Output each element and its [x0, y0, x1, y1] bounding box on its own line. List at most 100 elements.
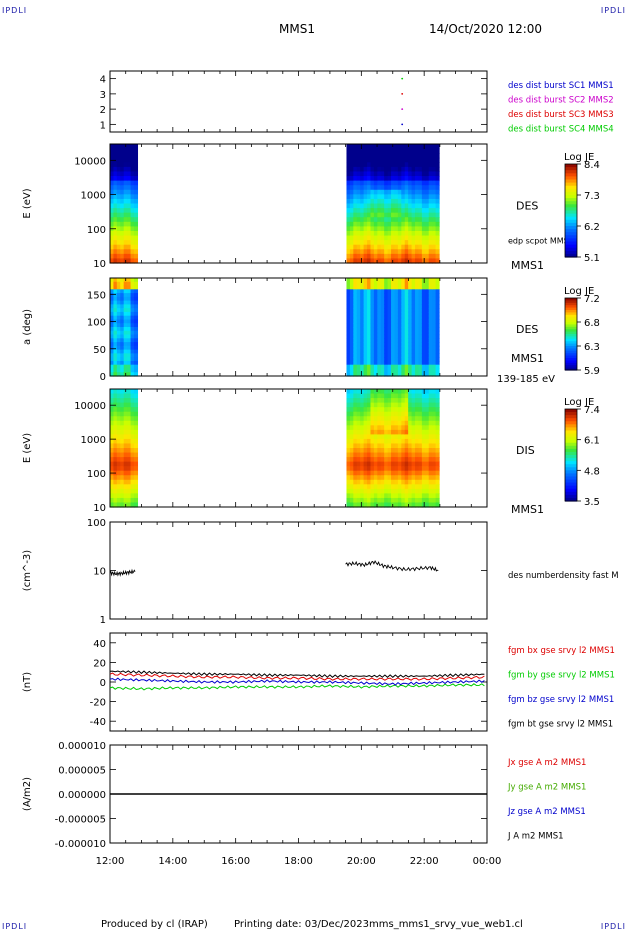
spectrogram-cell: [391, 162, 396, 168]
spectrogram-cell: [349, 330, 354, 336]
spectrogram-cell: [363, 293, 368, 298]
spectrogram-cell: [391, 407, 396, 413]
spectrogram-cell: [401, 488, 406, 494]
spectrogram-cell: [130, 452, 135, 458]
spectrogram-cell: [370, 198, 375, 205]
colorbar-cell: [565, 312, 577, 316]
spectrogram-cell: [130, 448, 135, 454]
spectrogram-cell: [116, 249, 121, 255]
spectrogram-cell: [360, 289, 365, 294]
spectrogram-cell: [120, 368, 125, 373]
spectrogram-cell: [387, 479, 392, 485]
spectrogram-cell: [435, 338, 440, 343]
spectrogram-cell: [377, 479, 382, 485]
spectrogram-cell: [408, 368, 413, 373]
spectrogram-cell: [418, 203, 423, 209]
spectrogram-cell: [397, 497, 402, 504]
spectrogram-cell: [408, 425, 413, 431]
spectrogram-cell: [367, 334, 372, 339]
spectrogram-cell: [435, 502, 440, 508]
spectrogram-cell: [353, 304, 358, 309]
spectrogram-cell: [133, 420, 139, 426]
spectrogram-cell: [377, 334, 382, 339]
spectrogram-cell: [377, 278, 382, 283]
spectrogram-cell: [432, 203, 437, 209]
spectrogram-cell: [360, 296, 365, 302]
spectrogram-cell: [356, 448, 361, 454]
spectrogram-cell: [384, 443, 389, 449]
spectrogram-cell: [387, 475, 392, 481]
spectrogram-cell: [370, 330, 375, 336]
spectrogram-cell: [415, 296, 420, 302]
spectrogram-cell: [397, 502, 402, 508]
spectrogram-cell: [353, 372, 358, 377]
spectrogram-cell: [380, 342, 385, 347]
des-pitch-y-tick-label: 150: [87, 290, 106, 301]
colorbar-cell: [565, 445, 577, 450]
spectrogram-cell: [384, 304, 389, 309]
spectrogram-cell: [349, 443, 354, 449]
spectrogram-cell: [123, 153, 128, 159]
spectrogram-cell: [401, 357, 406, 362]
spectrogram-cell: [432, 217, 437, 223]
spectrogram-cell: [397, 258, 402, 264]
spectrogram-cell: [113, 198, 118, 205]
spectrogram-cell: [415, 479, 420, 485]
spectrogram-cell: [387, 293, 392, 298]
spectrogram-cell: [411, 148, 416, 154]
spectrogram-cell: [127, 323, 132, 328]
colorbar-cell: [565, 461, 577, 465]
spectrogram-cell: [123, 308, 128, 313]
spectrogram-cell: [397, 353, 402, 358]
spectrogram-cell: [367, 327, 372, 332]
spectrogram-cell: [421, 304, 426, 309]
spectrogram-cell: [425, 470, 430, 476]
spectrogram-cell: [349, 488, 354, 494]
spectrogram-cell: [391, 323, 396, 328]
spectrogram-cell: [363, 258, 368, 264]
spectrogram-cell: [404, 434, 409, 440]
spectrogram-cell: [421, 185, 426, 191]
spectrogram-cell: [404, 315, 409, 321]
spectrogram-cell: [130, 244, 135, 250]
spectrogram-cell: [360, 308, 365, 313]
spectrogram-cell: [411, 289, 416, 294]
spectrogram-cell: [421, 457, 426, 463]
spectrogram-cell: [346, 281, 351, 287]
spectrogram-cell: [123, 338, 128, 343]
spectrogram-cell: [401, 166, 406, 173]
spectrogram-cell: [373, 493, 378, 499]
spectrogram-cell: [110, 189, 115, 195]
spectrogram-cell: [377, 157, 382, 163]
spectrogram-cell: [346, 153, 351, 159]
spectrogram-cell: [425, 488, 430, 494]
spectrogram-cell: [123, 244, 128, 250]
spectrogram-cell: [425, 285, 430, 290]
spectrogram-cell: [367, 493, 372, 499]
spectrogram-cell: [356, 304, 361, 309]
spectrogram-cell: [404, 389, 409, 395]
spectrogram-cell: [428, 497, 433, 504]
spectrogram-cell: [363, 308, 368, 313]
spectrogram-cell: [397, 327, 402, 332]
spectrogram-cell: [391, 166, 396, 173]
spectrogram-cell: [349, 176, 354, 182]
spectrogram-cell: [370, 285, 375, 290]
spectrogram-cell: [353, 185, 358, 191]
spectrogram-cell: [349, 166, 354, 173]
spectrogram-cell: [113, 448, 118, 454]
colorbar-cell: [565, 430, 577, 435]
spectrogram-cell: [384, 364, 389, 370]
spectrogram-cell: [384, 345, 389, 351]
current-y-axis-label: (A/m2): [22, 777, 33, 811]
spectrogram-cell: [391, 293, 396, 298]
spectrogram-cell: [384, 330, 389, 336]
spectrogram-cell: [373, 330, 378, 336]
spectrogram-cell: [387, 249, 392, 255]
spectrogram-cell: [116, 342, 121, 347]
spectrogram-cell: [380, 278, 385, 283]
spectrogram-cell: [353, 157, 358, 163]
spectrogram-cell: [113, 398, 118, 404]
spectrogram-cell: [425, 420, 430, 426]
spectrogram-cell: [432, 466, 437, 472]
